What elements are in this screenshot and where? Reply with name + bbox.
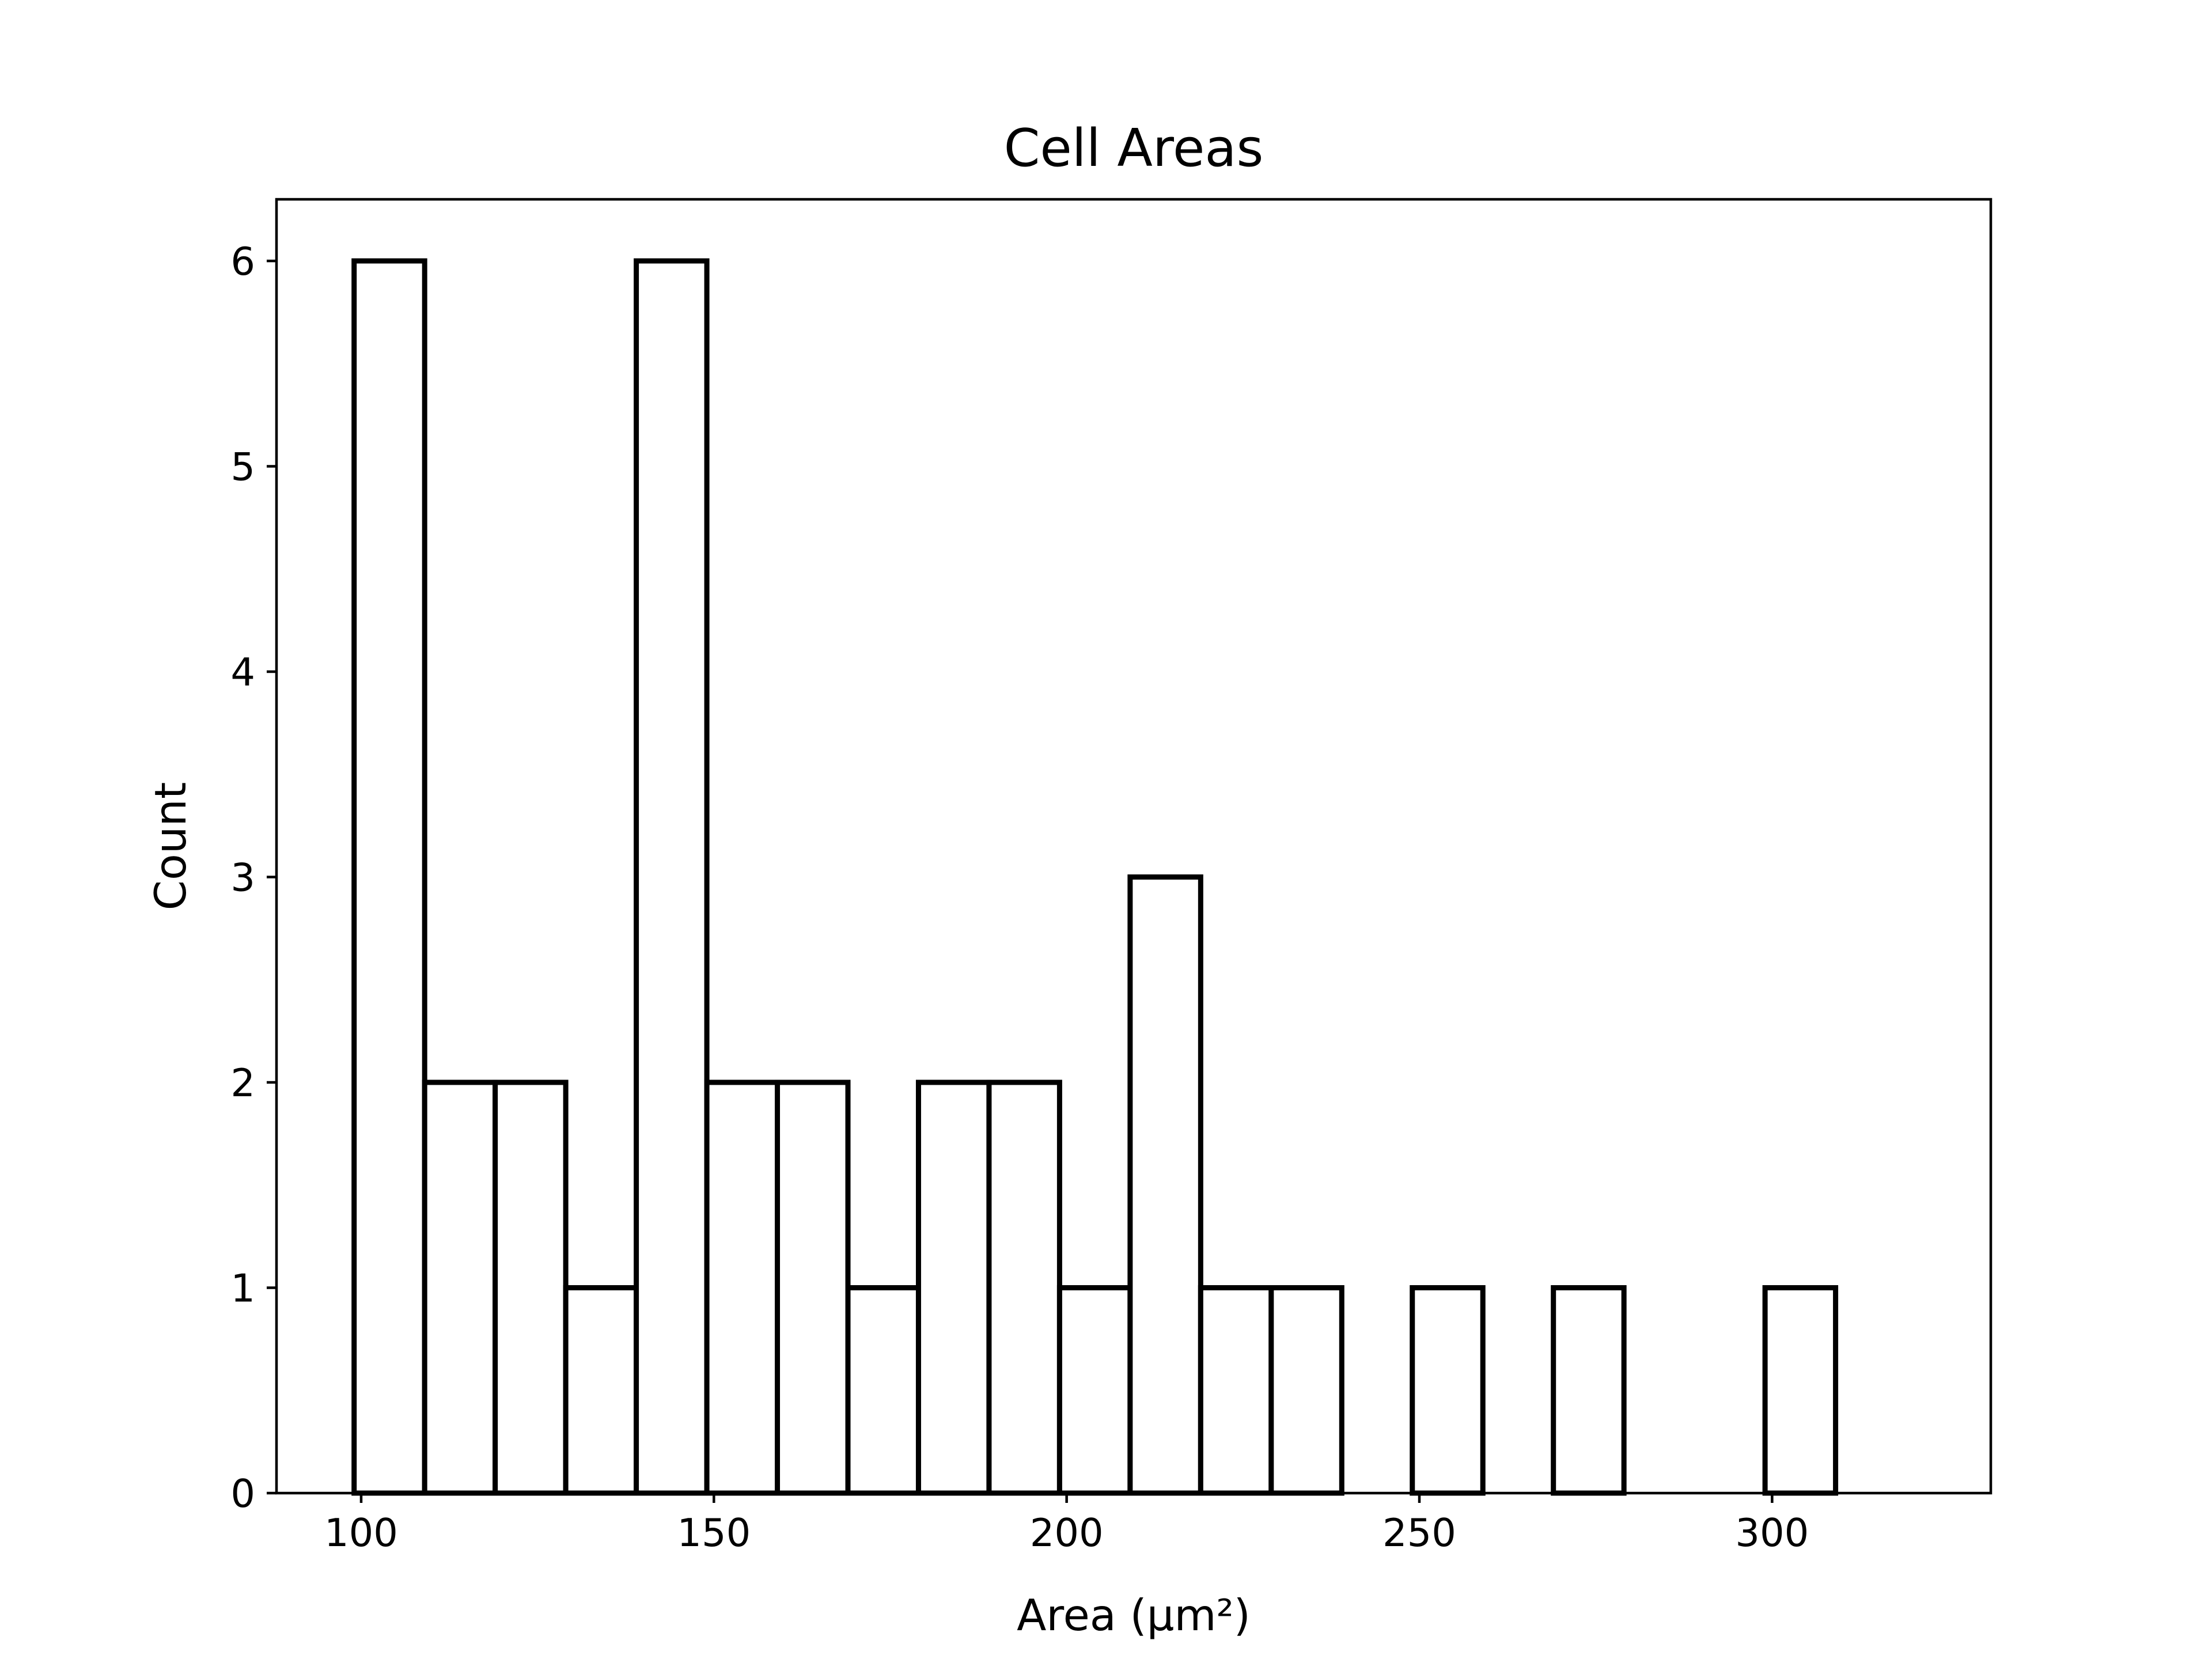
plot-frame <box>275 198 1993 1495</box>
bars-group <box>351 258 1839 1496</box>
chart-title: Cell Areas <box>1004 118 1264 179</box>
y-axis-ticks: 0 1 2 3 4 5 6 <box>230 239 276 1516</box>
histogram-bar <box>1410 1285 1486 1496</box>
histogram-bar <box>986 1080 1062 1496</box>
histogram-bar <box>351 258 427 1496</box>
histogram-bar <box>1762 1285 1839 1496</box>
histogram-bar <box>915 1080 992 1496</box>
x-axis-label: Area (µm²) <box>1017 1590 1251 1641</box>
histogram-bar <box>775 1080 851 1496</box>
histogram-bar <box>493 1080 569 1496</box>
histogram-bar <box>845 1285 921 1496</box>
y-tick-label: 4 <box>230 650 255 695</box>
x-tick-label: 100 <box>324 1510 398 1555</box>
x-tick-label: 250 <box>1382 1510 1456 1555</box>
histogram-bar <box>563 1285 639 1496</box>
y-tick-label: 6 <box>230 239 255 284</box>
histogram-bar <box>422 1080 498 1496</box>
histogram-bar <box>704 1080 781 1496</box>
histogram-bar <box>1198 1285 1274 1496</box>
histogram-bar <box>1268 1285 1344 1496</box>
x-tick-label: 150 <box>677 1510 751 1555</box>
y-tick-label: 5 <box>230 444 255 489</box>
y-tick-label: 1 <box>230 1266 255 1310</box>
y-tick-label: 0 <box>230 1471 255 1516</box>
x-tick-label: 200 <box>1030 1510 1104 1555</box>
histogram-bar <box>1551 1285 1627 1496</box>
histogram-bar <box>634 258 710 1496</box>
y-tick-label: 2 <box>230 1060 255 1105</box>
histogram-bar <box>1056 1285 1133 1496</box>
y-axis-label: Count <box>145 782 196 911</box>
y-tick-label: 3 <box>230 855 255 900</box>
x-tick-label: 300 <box>1735 1510 1809 1555</box>
x-axis-ticks: 100 150 200 250 300 <box>324 1493 1809 1555</box>
histogram-bar <box>1127 874 1203 1496</box>
